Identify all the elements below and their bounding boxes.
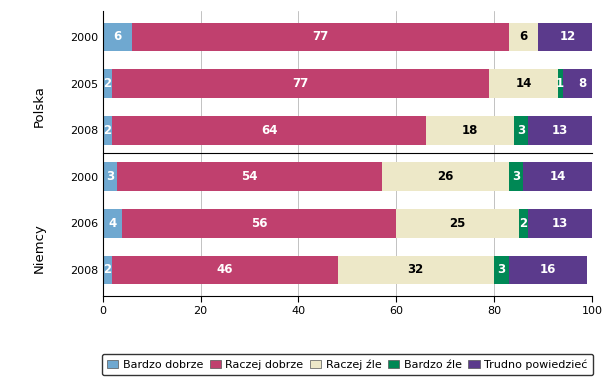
Bar [538,23,597,52]
Text: 6: 6 [113,30,121,44]
Bar [103,69,112,98]
Text: 54: 54 [241,170,258,183]
Text: 13: 13 [552,217,568,230]
Bar [509,162,524,191]
Bar [528,116,592,145]
Bar [103,209,122,238]
Bar [103,162,117,191]
Text: 3: 3 [106,170,114,183]
Text: 6: 6 [519,30,527,44]
Bar [494,255,509,284]
Text: Niemcy: Niemcy [33,223,45,273]
Text: 3: 3 [512,170,520,183]
Text: 77: 77 [312,30,329,44]
Text: 12: 12 [559,30,576,44]
Text: 56: 56 [251,217,268,230]
Text: 4: 4 [108,217,117,230]
Text: 25: 25 [449,217,466,230]
Bar [562,69,602,98]
Text: 16: 16 [540,263,556,277]
Text: 2: 2 [103,124,112,137]
Text: 3: 3 [497,263,506,277]
Bar [132,23,509,52]
Text: 2: 2 [103,263,112,277]
Text: 14: 14 [515,77,532,90]
Bar [509,255,587,284]
Text: Polska: Polska [33,85,45,127]
Text: 46: 46 [217,263,233,277]
Text: 32: 32 [408,263,424,277]
Bar [122,209,396,238]
Bar [509,23,538,52]
Bar [528,209,592,238]
Bar [524,162,592,191]
Text: 8: 8 [578,77,586,90]
Text: 64: 64 [261,124,277,137]
Bar [103,116,112,145]
Bar [103,255,112,284]
Bar [557,69,562,98]
Bar [338,255,494,284]
Bar [117,162,382,191]
Text: 77: 77 [293,77,309,90]
Bar [513,116,528,145]
Bar [382,162,509,191]
Text: 18: 18 [461,124,478,137]
Text: 3: 3 [517,124,525,137]
Bar [396,209,518,238]
Text: 14: 14 [550,170,566,183]
Bar [112,255,338,284]
Text: 2: 2 [519,217,527,230]
Text: 13: 13 [552,124,568,137]
Text: 26: 26 [437,170,454,183]
Bar [518,209,528,238]
Legend: Bardzo dobrze, Raczej dobrze, Raczej źle, Bardzo źle, Trudno powiedzieć: Bardzo dobrze, Raczej dobrze, Raczej źle… [101,354,593,375]
Bar [489,69,557,98]
Bar [112,69,489,98]
Text: 2: 2 [103,77,112,90]
Text: 1: 1 [556,77,564,90]
Bar [103,23,132,52]
Bar [112,116,426,145]
Bar [426,116,513,145]
